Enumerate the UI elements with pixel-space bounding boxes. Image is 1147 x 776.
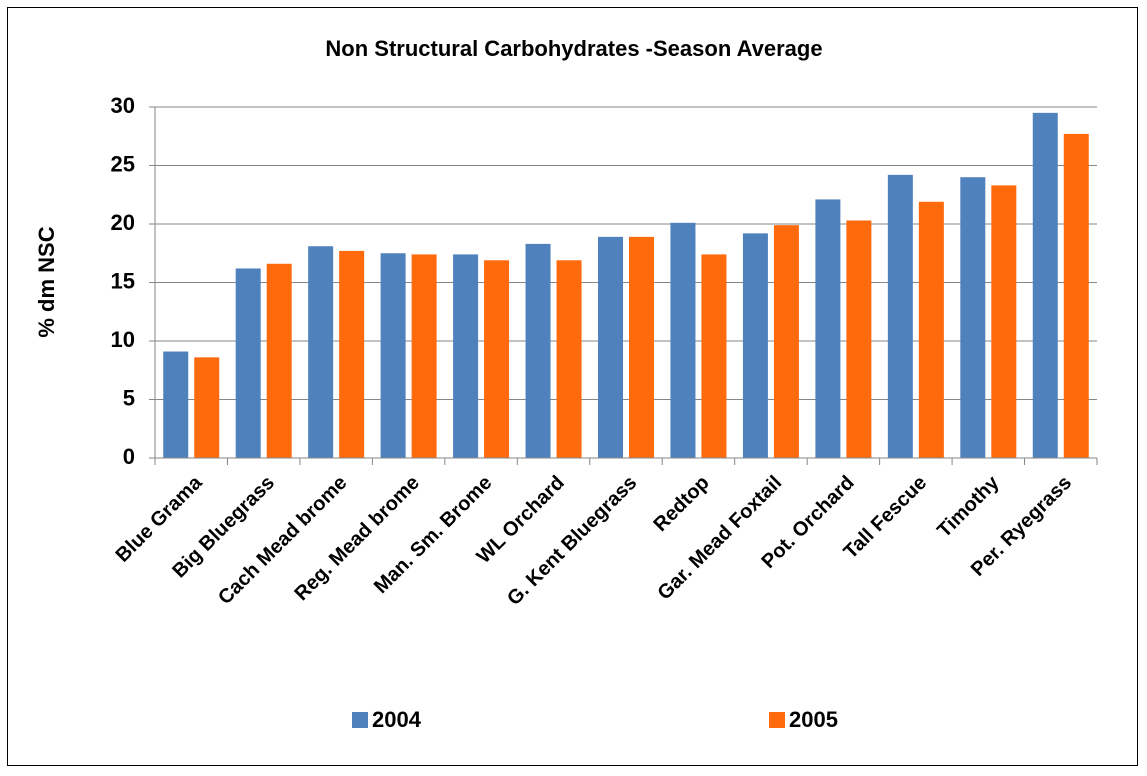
y-tick-label: 5 bbox=[123, 385, 135, 410]
bar bbox=[742, 233, 768, 458]
legend-label: 2004 bbox=[372, 707, 422, 732]
bar bbox=[701, 254, 727, 458]
bar bbox=[1063, 133, 1089, 458]
bar bbox=[556, 260, 582, 458]
bar bbox=[1032, 112, 1058, 458]
bar bbox=[525, 243, 551, 458]
bar bbox=[339, 250, 365, 458]
y-tick-label: 10 bbox=[111, 327, 135, 352]
y-tick-label: 0 bbox=[123, 444, 135, 469]
bar bbox=[411, 254, 437, 458]
y-tick-label: 30 bbox=[111, 93, 135, 118]
bar bbox=[991, 185, 1017, 458]
y-tick-label: 25 bbox=[111, 151, 135, 176]
bar bbox=[308, 246, 334, 458]
bar bbox=[453, 254, 479, 458]
bar bbox=[846, 220, 872, 458]
bar bbox=[235, 268, 261, 458]
bar bbox=[773, 225, 799, 458]
legend-swatch bbox=[352, 712, 368, 728]
y-tick-label: 15 bbox=[111, 268, 135, 293]
bar bbox=[484, 260, 510, 458]
bar bbox=[815, 199, 841, 458]
bar bbox=[194, 357, 220, 458]
bar bbox=[380, 253, 406, 458]
chart-title: Non Structural Carbohydrates -Season Ave… bbox=[325, 36, 822, 61]
bar bbox=[887, 174, 913, 459]
bar bbox=[918, 201, 944, 458]
y-axis-label: % dm NSC bbox=[34, 226, 59, 337]
bar bbox=[670, 222, 696, 458]
bar bbox=[598, 236, 623, 458]
bar bbox=[163, 351, 189, 458]
legend-swatch bbox=[769, 712, 785, 728]
legend-label: 2005 bbox=[789, 707, 838, 732]
bar bbox=[629, 236, 654, 458]
y-tick-label: 20 bbox=[111, 210, 135, 235]
bar bbox=[266, 263, 292, 458]
bar bbox=[960, 177, 986, 458]
